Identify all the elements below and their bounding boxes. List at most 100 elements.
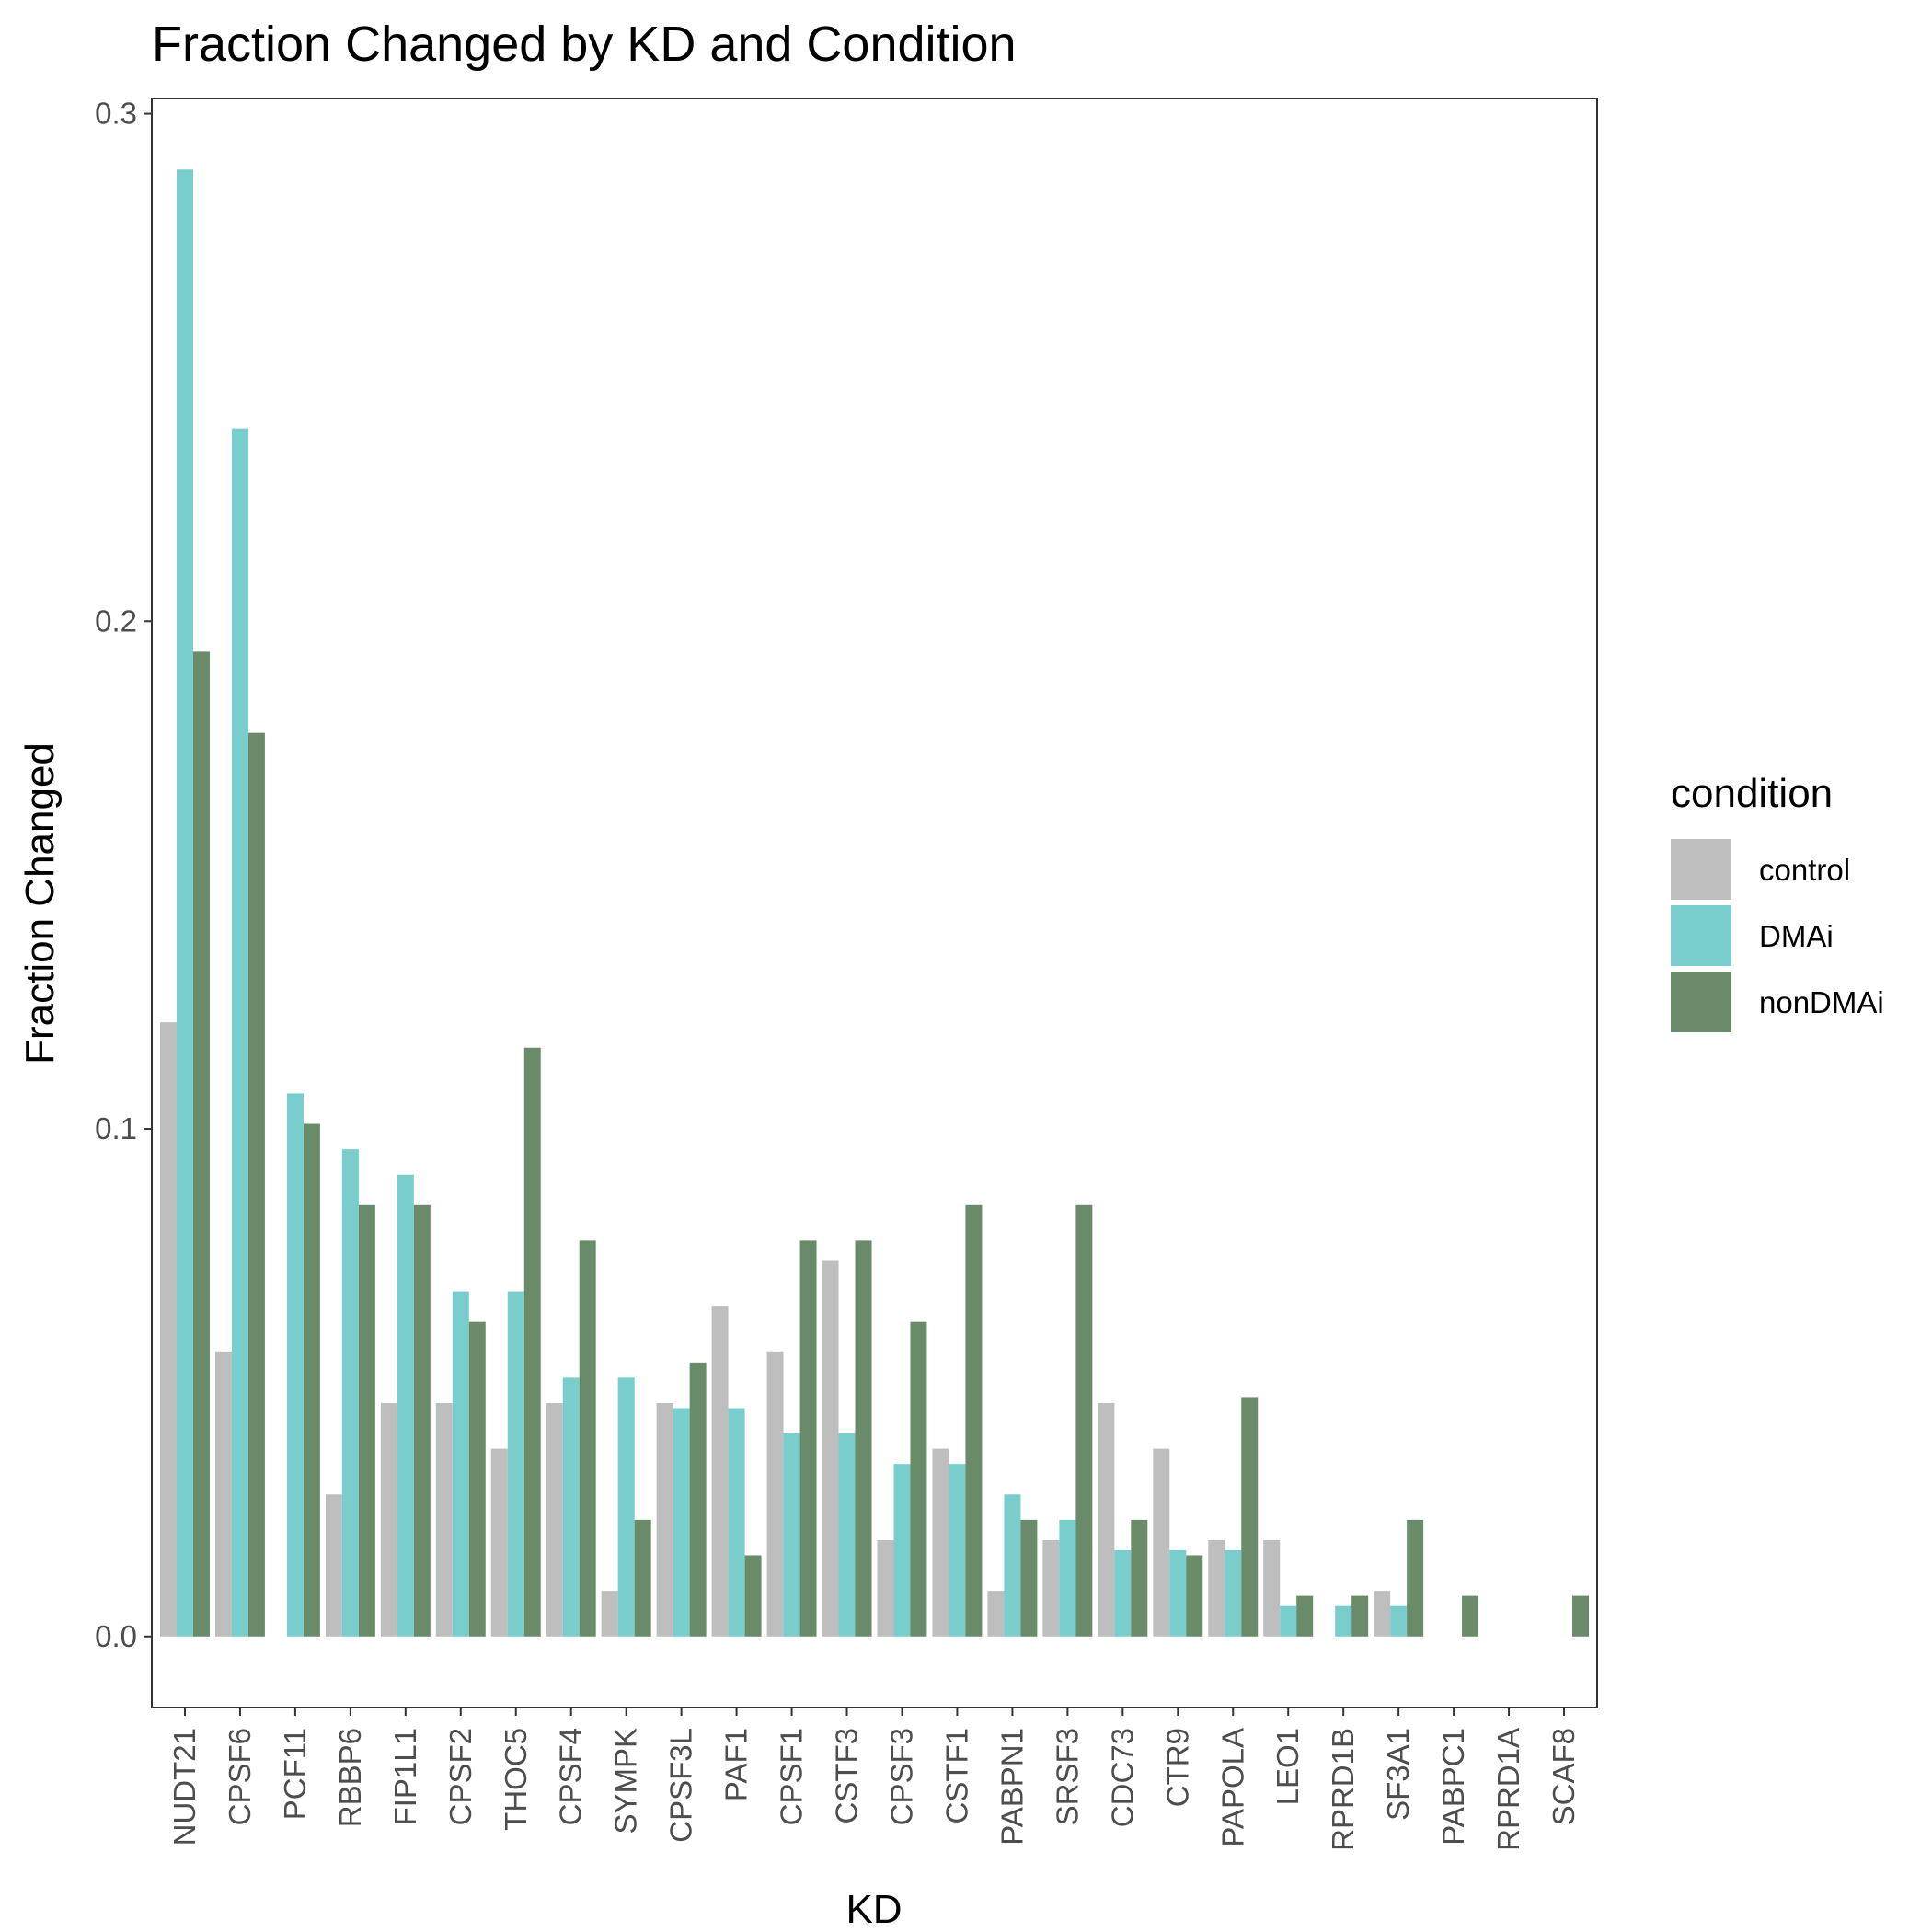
y-tick-label: 0.3 (95, 97, 137, 131)
panel-border (151, 98, 1598, 1708)
bar-nonDMAi-CPSF4 (579, 1240, 596, 1637)
bar-control-PAPOLA (1208, 1539, 1225, 1637)
y-tick-label: 0.1 (95, 1111, 137, 1145)
x-tick-label: PAF1 (719, 1728, 753, 1801)
x-tick-label: CDC73 (1105, 1728, 1139, 1827)
bar-DMAi-CSTF3 (838, 1433, 856, 1637)
y-tick-label: 0.2 (95, 604, 137, 638)
y-axis-title: Fraction Changed (17, 742, 63, 1064)
bar-DMAi-CPSF3L (673, 1408, 690, 1637)
x-tick-label: PAPOLA (1215, 1728, 1249, 1847)
bar-DMAi-CPSF2 (452, 1291, 469, 1637)
bar-DMAi-RPRD1B (1335, 1605, 1352, 1637)
bar-DMAi-PAF1 (728, 1408, 745, 1637)
bar-nonDMAi-FIP1L1 (413, 1204, 431, 1637)
bar-nonDMAi-CTR9 (1186, 1555, 1203, 1637)
bar-control-CPSF6 (214, 1351, 232, 1637)
bar-nonDMAi-SRSF3 (1075, 1204, 1093, 1637)
bar-DMAi-CDC73 (1114, 1549, 1132, 1637)
x-tick-label: THOC5 (499, 1728, 533, 1831)
axes: 0.0 0.1 0.2 0.3 NUDT21 CPSF6 PCF11 RBBP6 FIP1L1 C… (95, 97, 1581, 1851)
x-tick-label: CTR9 (1160, 1728, 1194, 1807)
bar-nonDMAi-RPRD1B (1351, 1595, 1369, 1637)
bar-DMAi-FIP1L1 (397, 1174, 414, 1637)
bar-control-SYMPK (601, 1591, 618, 1637)
x-tick-label: SF3A1 (1381, 1728, 1415, 1821)
x-tick-label: PCF11 (278, 1728, 312, 1820)
bar-DMAi-RBBP6 (341, 1149, 359, 1637)
bar-nonDMAi-THOC5 (523, 1047, 541, 1637)
bar-nonDMAi-SYMPK (634, 1519, 651, 1637)
x-tick-label: RBBP6 (333, 1728, 367, 1827)
x-tick-label: CPSF3 (884, 1728, 918, 1825)
bar-nonDMAi-PAF1 (744, 1555, 762, 1637)
legend-label-DMAi: DMAi (1759, 919, 1834, 953)
bar-nonDMAi-CPSF2 (468, 1321, 486, 1637)
bar-control-SRSF3 (1042, 1539, 1060, 1637)
x-tick-label: CPSF1 (775, 1728, 809, 1825)
bar-DMAi-CSTF1 (949, 1464, 966, 1637)
bar-DMAi-PABPN1 (1004, 1494, 1021, 1637)
bar-control-CSTF3 (822, 1260, 839, 1637)
bar-control-CSTF1 (932, 1448, 949, 1637)
bar-DMAi-SYMPK (617, 1377, 635, 1637)
legend-title: condition (1671, 771, 1833, 816)
x-tick-label: SYMPK (609, 1728, 643, 1834)
bar-DMAi-CPSF1 (783, 1433, 800, 1637)
bar-control-CTR9 (1153, 1448, 1170, 1637)
x-tick-label: PABPC1 (1436, 1728, 1470, 1846)
x-tick-label: CSTF3 (830, 1728, 864, 1824)
bar-DMAi-CTR9 (1169, 1549, 1187, 1637)
bar-nonDMAi-CSTF3 (855, 1240, 872, 1637)
bar-nonDMAi-PABPN1 (1020, 1519, 1038, 1637)
x-axis-title: KD (845, 1887, 902, 1932)
x-tick-label: NUDT21 (167, 1728, 201, 1846)
bar-control-THOC5 (490, 1448, 508, 1637)
bar-DMAi-CPSF3 (893, 1464, 911, 1637)
bar-DMAi-CPSF6 (231, 428, 248, 1637)
x-tick-label: SRSF3 (1050, 1728, 1084, 1825)
x-tick-label: LEO1 (1271, 1728, 1305, 1805)
x-tick-label: FIP1L1 (388, 1728, 422, 1825)
x-tick-label: CPSF2 (443, 1728, 477, 1825)
bar-control-SF3A1 (1374, 1591, 1391, 1637)
x-tick-label: SCAF8 (1547, 1728, 1581, 1825)
bar-DMAi-SF3A1 (1390, 1605, 1408, 1637)
bar-nonDMAi-CSTF1 (965, 1204, 983, 1637)
bar-nonDMAi-CPSF1 (799, 1240, 817, 1637)
bar-control-FIP1L1 (380, 1402, 397, 1637)
bar-control-LEO1 (1263, 1539, 1281, 1637)
bar-nonDMAi-PCF11 (303, 1123, 320, 1637)
bar-DMAi-NUDT21 (176, 169, 193, 1637)
bar-DMAi-PCF11 (286, 1093, 304, 1637)
bar-nonDMAi-SF3A1 (1407, 1519, 1424, 1637)
bar-nonDMAi-NUDT21 (192, 651, 210, 1637)
bar-DMAi-CPSF4 (562, 1377, 580, 1637)
legend-key-DMAi (1671, 905, 1731, 966)
x-tick-label: RPRD1A (1491, 1728, 1525, 1851)
bar-control-CPSF3L (656, 1402, 673, 1637)
bar-DMAi-SRSF3 (1059, 1519, 1076, 1637)
bar-control-CPSF1 (766, 1351, 784, 1637)
legend-key-control (1671, 839, 1731, 900)
bar-nonDMAi-CPSF3 (910, 1321, 927, 1637)
bar-nonDMAi-LEO1 (1296, 1595, 1314, 1637)
bar-control-RBBP6 (325, 1494, 342, 1637)
bar-control-CPSF2 (435, 1402, 453, 1637)
x-tick-label: CPSF6 (223, 1728, 257, 1825)
bar-DMAi-PAPOLA (1225, 1549, 1242, 1637)
bar-control-NUDT21 (159, 1022, 177, 1637)
bar-control-CDC73 (1098, 1402, 1115, 1637)
x-tick-label: PABPN1 (995, 1728, 1029, 1846)
bar-nonDMAi-PAPOLA (1241, 1397, 1259, 1637)
legend-key-nonDMAi (1671, 972, 1731, 1032)
plot-area (159, 169, 1590, 1637)
x-tick-label: CPSF3L (664, 1728, 698, 1843)
bar-nonDMAi-CDC73 (1131, 1519, 1148, 1637)
bar-DMAi-THOC5 (507, 1291, 524, 1637)
x-tick-label: CPSF4 (554, 1728, 588, 1825)
y-tick-label: 0.0 (95, 1619, 137, 1653)
bar-nonDMAi-RBBP6 (358, 1204, 375, 1637)
bar-control-CPSF4 (546, 1402, 563, 1637)
